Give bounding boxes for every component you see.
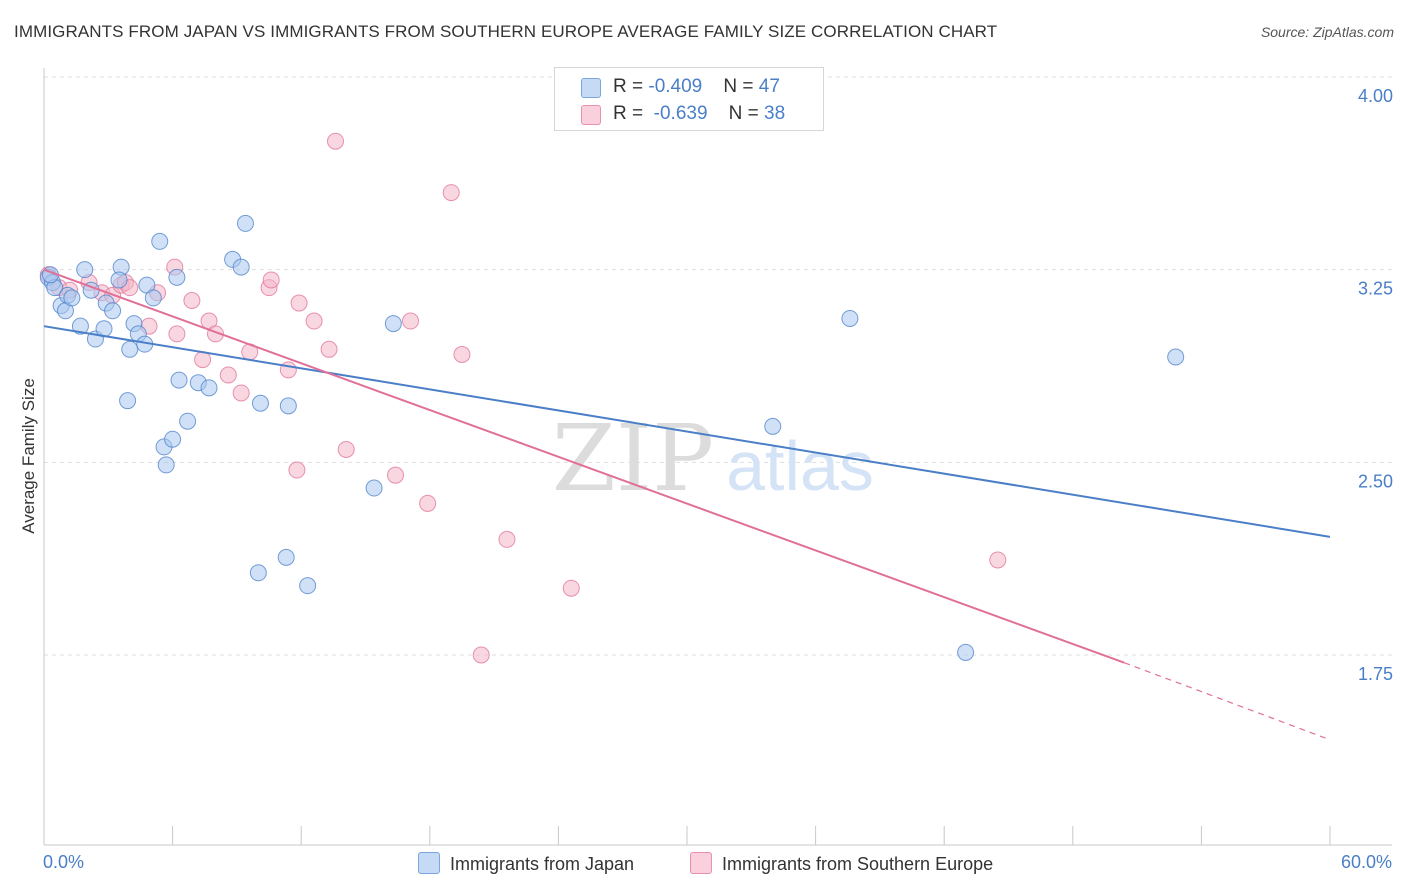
series-southern-europe-points [39, 132, 1007, 664]
data-point [320, 340, 338, 358]
stats-text-japan: R = -0.409 N = 47 [613, 76, 780, 98]
data-point [288, 461, 306, 479]
y-tick-label: 1.75 [1358, 664, 1393, 684]
legend-label-japan: Immigrants from Japan [450, 854, 635, 874]
data-point [498, 530, 516, 548]
data-point [121, 340, 139, 358]
r-value-southern-europe: -0.639 [653, 103, 708, 124]
data-point [71, 317, 89, 335]
data-point [76, 261, 94, 279]
r-label: R = [613, 76, 649, 97]
data-point [249, 564, 267, 582]
data-point [365, 479, 383, 497]
data-point [384, 315, 402, 333]
data-point [419, 494, 437, 512]
y-tick-label: 2.50 [1358, 471, 1393, 491]
axes [43, 68, 1392, 846]
data-point [262, 271, 280, 289]
r-label: R = [613, 103, 649, 124]
data-point [236, 214, 254, 232]
data-point [219, 366, 237, 384]
data-point [279, 361, 297, 379]
data-point [290, 294, 308, 312]
stats-box: R = -0.409 N = 47 R = -0.639 N = 38 [554, 67, 824, 131]
legend-swatch-southern-europe [690, 852, 712, 874]
data-point [251, 394, 269, 412]
source-credit: Source: ZipAtlas.com [1260, 24, 1394, 40]
legend-item-southern-europe[interactable]: Immigrants from Southern Europe [690, 852, 993, 878]
legend-label-southern-europe: Immigrants from Southern Europe [722, 854, 994, 874]
watermark-atlas: atlas [726, 427, 874, 505]
data-point [442, 184, 460, 202]
data-point [232, 258, 250, 276]
y-tick-label: 3.25 [1358, 279, 1393, 299]
trend-line-southern-europe-extrapolated [1124, 662, 1331, 741]
data-point [841, 309, 859, 327]
data-point [110, 271, 128, 289]
legend: Immigrants from Japan Immigrants from So… [0, 852, 1406, 878]
data-point [63, 289, 81, 307]
data-point [179, 412, 197, 430]
data-point [299, 577, 317, 595]
stats-swatch-japan [581, 78, 601, 98]
data-point [164, 430, 182, 448]
stats-swatch-southern-europe [581, 105, 601, 125]
y-tick-label: 4.00 [1358, 86, 1393, 106]
data-point [183, 291, 201, 309]
data-point [151, 232, 169, 250]
data-point [168, 325, 186, 343]
n-value-southern-europe: 38 [764, 103, 786, 124]
legend-swatch-japan [418, 852, 440, 874]
series-japan-points [39, 214, 1185, 661]
data-point [170, 371, 188, 389]
x-tick-label-min: 0.0% [43, 852, 85, 872]
y-tick-labels: 1.75 2.50 3.25 4.00 [1358, 86, 1393, 684]
data-point [104, 302, 122, 320]
data-point [402, 312, 420, 330]
data-point [305, 312, 323, 330]
data-point [989, 551, 1007, 569]
data-point [326, 132, 344, 150]
data-point [387, 466, 405, 484]
stats-text-southern-europe: R = -0.639 N = 38 [613, 103, 785, 125]
x-tick-label-max: 60.0% [1340, 852, 1392, 872]
chart-title: IMMIGRANTS FROM JAPAN VS IMMIGRANTS FROM… [14, 22, 998, 41]
stats-row-japan: R = -0.409 N = 47 [555, 74, 823, 100]
data-point [232, 384, 250, 402]
trend-line-japan [43, 325, 1331, 538]
data-point [337, 440, 355, 458]
data-point [453, 345, 471, 363]
data-point [277, 548, 295, 566]
data-point [562, 579, 580, 597]
stats-row-southern-europe: R = -0.639 N = 38 [555, 101, 823, 127]
n-label: N = [728, 103, 765, 124]
trend-lines [43, 268, 1331, 741]
y-axis-label: Average Family Size [19, 378, 38, 534]
gridlines [44, 76, 1392, 656]
watermark-zip: ZIP [552, 405, 714, 512]
data-point [472, 646, 490, 664]
trend-line-southern-europe [43, 268, 1125, 664]
data-point [1167, 348, 1185, 366]
data-point [957, 643, 975, 661]
data-point [157, 456, 175, 474]
r-value-japan: -0.409 [648, 76, 703, 97]
data-point [279, 397, 297, 415]
data-point [144, 289, 162, 307]
data-point [764, 417, 782, 435]
data-point [168, 268, 186, 286]
n-label: N = [723, 76, 759, 97]
data-point [119, 392, 137, 410]
legend-item-japan[interactable]: Immigrants from Japan [418, 852, 634, 878]
data-point [200, 379, 218, 397]
n-value-japan: 47 [758, 76, 780, 97]
